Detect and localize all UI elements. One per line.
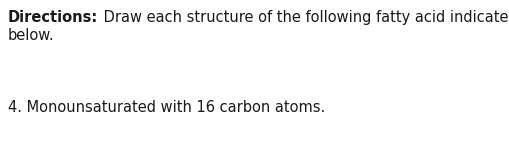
Text: Directions:: Directions: bbox=[8, 10, 98, 25]
Text: 4. Monounsaturated with 16 carbon atoms.: 4. Monounsaturated with 16 carbon atoms. bbox=[8, 100, 325, 115]
Text: Draw each structure of the following fatty acid indicated: Draw each structure of the following fat… bbox=[99, 10, 509, 25]
Text: below.: below. bbox=[8, 28, 54, 43]
